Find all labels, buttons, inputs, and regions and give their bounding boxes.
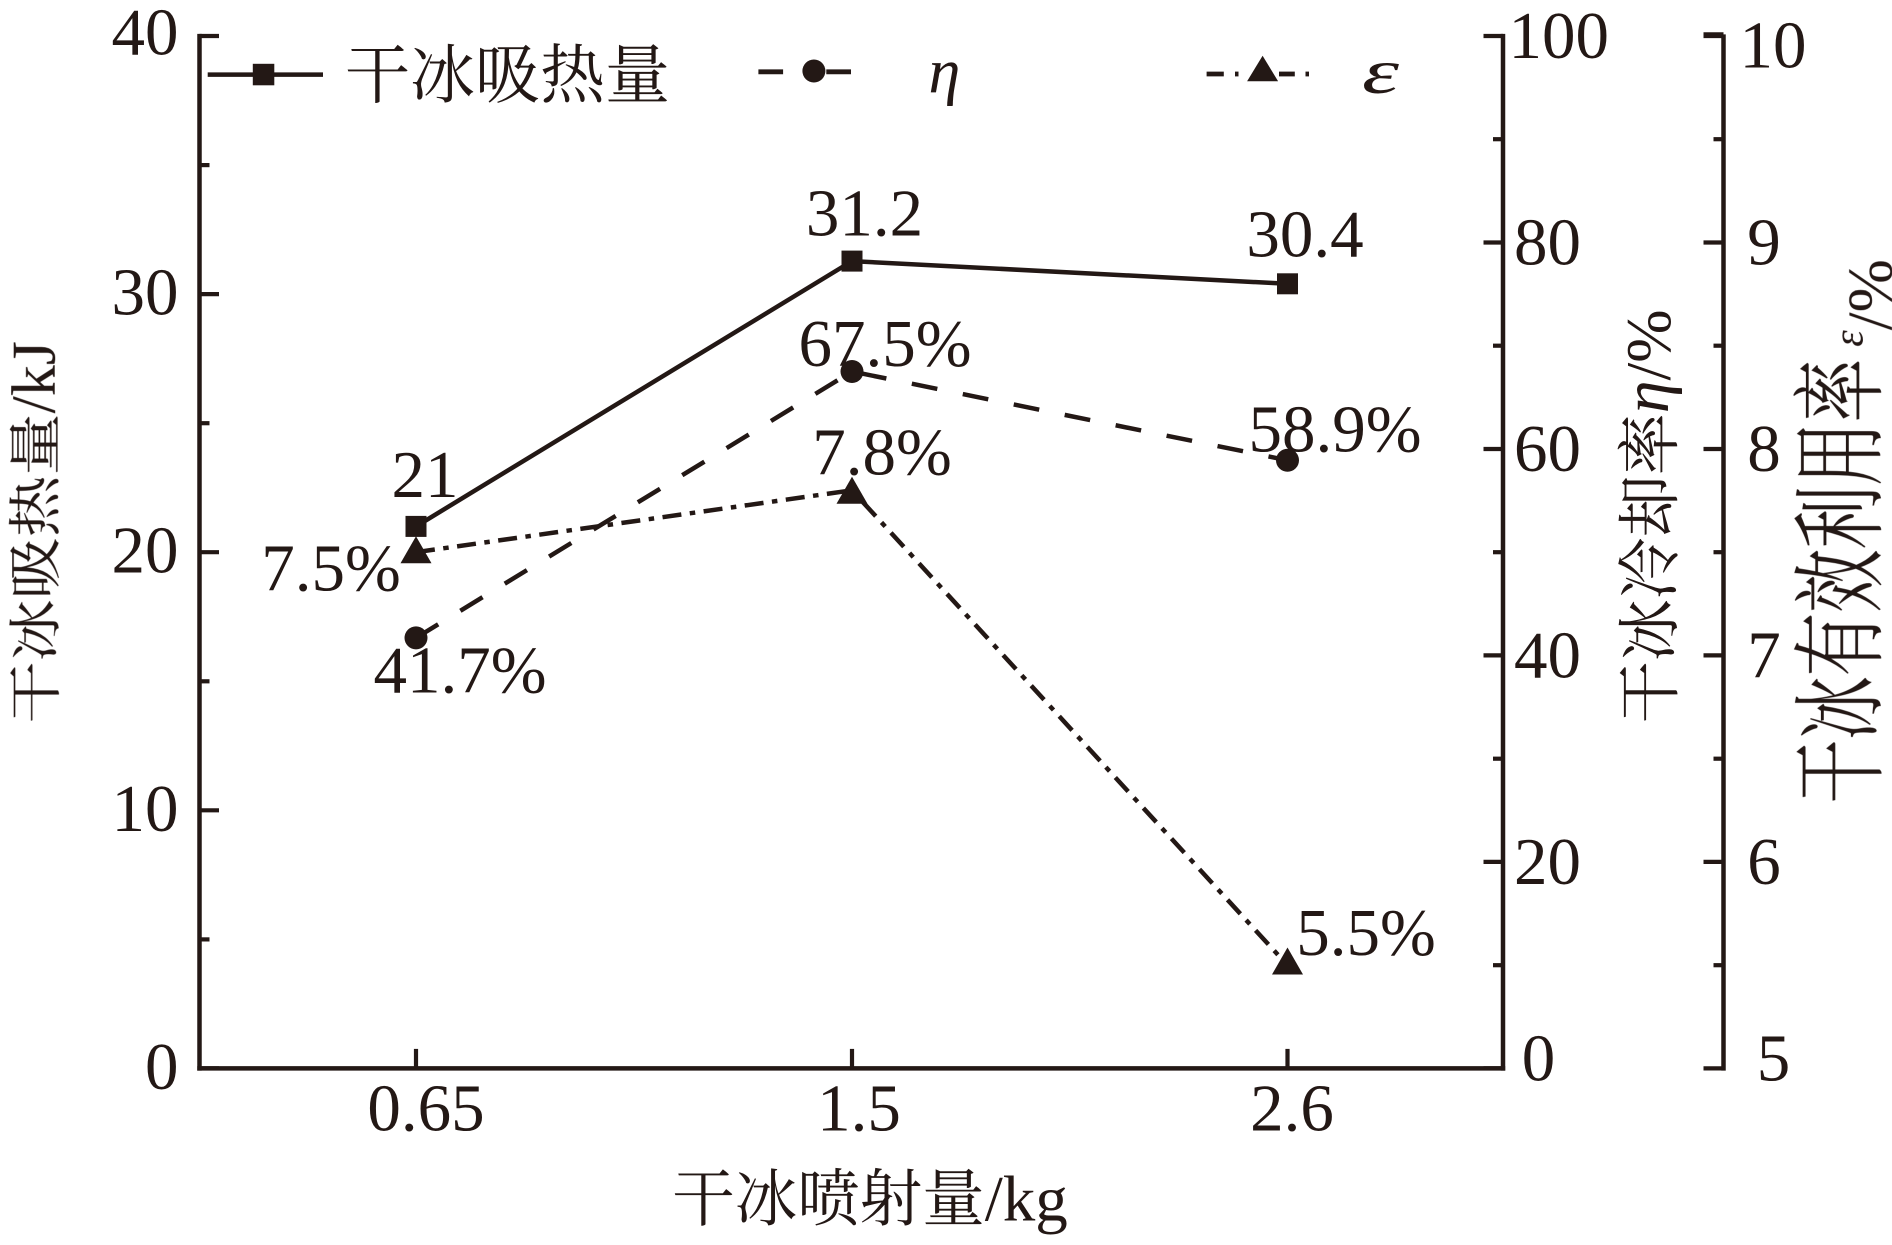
svg-text:5.5%: 5.5% [1296,896,1436,970]
svg-text:0: 0 [145,1030,179,1104]
svg-text:30.4: 30.4 [1246,198,1363,272]
svg-text:31.2: 31.2 [806,177,923,251]
svg-text:7.8%: 7.8% [812,416,952,490]
svg-text:67.5%: 67.5% [798,307,971,381]
svg-text:ε: ε [1362,36,1400,107]
svg-text:η: η [1610,380,1683,413]
svg-text:100: 100 [1509,0,1610,73]
svg-text:8: 8 [1747,412,1781,486]
svg-text:21: 21 [392,438,459,512]
svg-text:80: 80 [1514,206,1581,280]
svg-text:9: 9 [1747,206,1781,280]
svg-text:10: 10 [112,772,179,846]
svg-text:20: 20 [1514,825,1581,899]
svg-text:7: 7 [1747,619,1781,693]
svg-text:1.5: 1.5 [817,1072,901,1146]
svg-text:0.65: 0.65 [367,1072,484,1146]
svg-text:/%: /% [1834,259,1892,330]
svg-text:40: 40 [1514,619,1581,693]
svg-text:60: 60 [1514,412,1581,486]
svg-text:2.6: 2.6 [1250,1072,1334,1146]
svg-text:20: 20 [112,514,179,588]
svg-text:η: η [929,35,961,106]
svg-text:ε: ε [1826,330,1872,347]
svg-text:6: 6 [1747,825,1781,899]
svg-text:40: 40 [112,0,179,70]
svg-text:30: 30 [112,256,179,330]
svg-text:58.9%: 58.9% [1248,393,1421,467]
svg-text:/kg: /kg [985,1164,1068,1236]
svg-text:10: 10 [1740,9,1807,83]
svg-text:/%: /% [1613,309,1684,380]
svg-text:41.7%: 41.7% [373,634,546,708]
svg-text:5: 5 [1757,1022,1791,1096]
svg-text:0: 0 [1522,1022,1556,1096]
svg-text:7.5%: 7.5% [261,532,401,606]
svg-text:/kJ: /kJ [1,341,69,413]
